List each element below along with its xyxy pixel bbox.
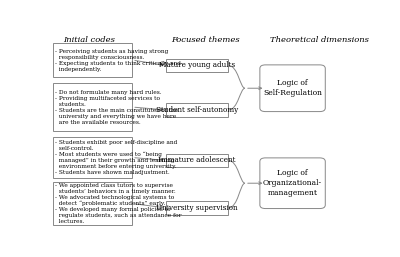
- Text: Initial codes: Initial codes: [63, 36, 115, 44]
- Text: Mature young adults: Mature young adults: [159, 61, 235, 69]
- FancyBboxPatch shape: [53, 182, 132, 225]
- Text: Focused themes: Focused themes: [171, 36, 239, 44]
- Text: Student self-autonomy: Student self-autonomy: [156, 106, 238, 114]
- Text: Immature adolescent: Immature adolescent: [158, 157, 236, 164]
- Text: - Perceiving students as having strong
  responsibility consciousness.
- Expecti: - Perceiving students as having strong r…: [55, 49, 181, 71]
- FancyBboxPatch shape: [166, 201, 228, 215]
- FancyBboxPatch shape: [53, 137, 132, 178]
- Text: Theoretical dimensions: Theoretical dimensions: [270, 36, 369, 44]
- Text: University supervision: University supervision: [156, 204, 238, 212]
- FancyBboxPatch shape: [53, 43, 132, 77]
- FancyBboxPatch shape: [166, 103, 228, 117]
- Text: - Students exhibit poor self-discipline and
  self-control.
- Most students were: - Students exhibit poor self-discipline …: [55, 140, 178, 175]
- Text: Logic of
Self-Regulation: Logic of Self-Regulation: [263, 79, 322, 97]
- FancyBboxPatch shape: [53, 83, 132, 131]
- FancyBboxPatch shape: [260, 158, 325, 208]
- Text: - Do not formulate many hard rules.
- Providing multifaceted services to
  stude: - Do not formulate many hard rules. - Pr…: [55, 89, 178, 125]
- FancyBboxPatch shape: [166, 153, 228, 167]
- Text: - We appointed class tutors to supervise
  students’ behaviors in a timely manne: - We appointed class tutors to supervise…: [55, 183, 182, 224]
- Text: Logic of
Organizational-
management: Logic of Organizational- management: [263, 169, 322, 197]
- FancyBboxPatch shape: [260, 65, 325, 112]
- FancyBboxPatch shape: [166, 59, 228, 72]
